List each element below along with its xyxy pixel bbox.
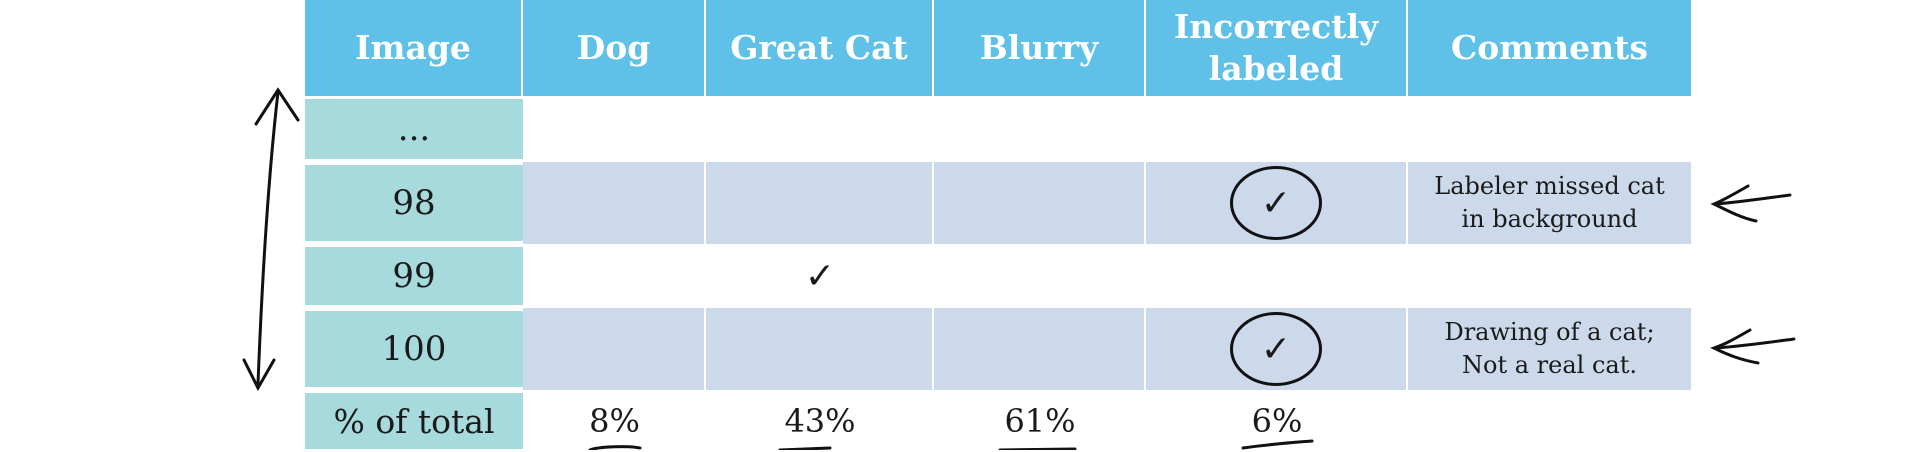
- footer-dog: 8%: [523, 390, 706, 452]
- row-100-check: ✓: [1260, 328, 1292, 370]
- row-99-great-cat-check: ✓: [706, 244, 934, 308]
- row-98-great-cat: [706, 162, 934, 244]
- row-100-image: 100: [305, 308, 523, 390]
- row-ellipsis-image: ...: [305, 96, 523, 162]
- double-arrow-icon: [242, 87, 300, 392]
- footer-incorrectly-labeled: 6%: [1146, 390, 1408, 452]
- row-98-incorrectly-labeled: ✓: [1146, 162, 1408, 244]
- row-98-dog: [523, 162, 706, 244]
- row-100-comment: Drawing of a cat; Not a real cat.: [1408, 308, 1691, 390]
- footer-label: % of total: [305, 390, 523, 452]
- underline-marks: [588, 439, 1314, 450]
- row-99-image: 99: [305, 244, 523, 308]
- row-100-dog: [523, 308, 706, 390]
- row-100-blurry: [934, 308, 1146, 390]
- circled-check-icon: ✓: [1230, 312, 1322, 386]
- row-98-blurry: [934, 162, 1146, 244]
- row-100-incorrectly-labeled: ✓: [1146, 308, 1408, 390]
- row-ellipsis-body: [523, 96, 1691, 162]
- row-99-rest: [934, 244, 1691, 308]
- header-comments: Comments: [1408, 0, 1691, 96]
- header-incorrectly-labeled: Incorrectly labeled: [1146, 0, 1408, 96]
- header-blurry: Blurry: [934, 0, 1146, 96]
- footer-blurry: 61%: [934, 390, 1146, 452]
- row-100-great-cat: [706, 308, 934, 390]
- circled-check-icon: ✓: [1230, 166, 1322, 240]
- row-98-image: 98: [305, 162, 523, 244]
- arrow-left-icon: [1710, 184, 1792, 223]
- row-98-check: ✓: [1260, 182, 1292, 224]
- header-image: Image: [305, 0, 523, 96]
- header-great-cat: Great Cat: [706, 0, 934, 96]
- row-98-comment: Labeler missed cat in background: [1408, 162, 1691, 244]
- footer-great-cat: 43%: [706, 390, 934, 452]
- arrow-left-icon: [1710, 328, 1796, 365]
- row-99-dog: [523, 244, 706, 308]
- header-dog: Dog: [523, 0, 706, 96]
